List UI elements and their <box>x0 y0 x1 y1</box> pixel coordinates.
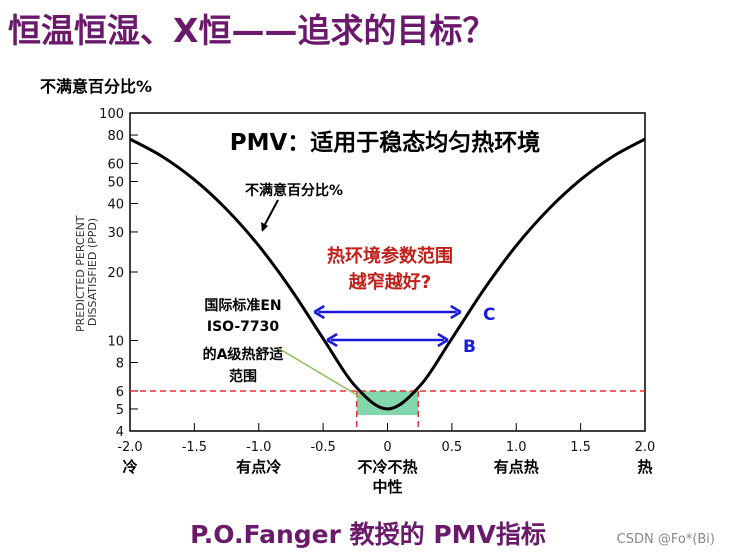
range-b-arrow-right-head <box>437 332 449 348</box>
range-c-label: C <box>483 305 495 325</box>
range-c-arrow-left-head <box>313 304 325 320</box>
x-tick-label: 1.0 <box>506 440 527 455</box>
standard-line4: 范围 <box>229 368 257 385</box>
chart-title: PMV：适用于稳态均匀热环境 <box>230 129 541 156</box>
x-tick-label: -1.0 <box>246 440 271 455</box>
range-b-label: B <box>463 337 476 357</box>
x-tick-label: -2.0 <box>117 440 142 455</box>
standard-line2: ISO-7730 <box>207 319 279 335</box>
slide-title: 恒温恒湿、X恒——追求的目标？ <box>8 11 495 50</box>
y-axis-label-line1: PREDICTED PERCENT <box>74 215 87 332</box>
y-tick-label: 40 <box>107 198 124 213</box>
x-category-label: 不冷不热 <box>357 458 417 476</box>
y-tick-label: 60 <box>107 157 124 172</box>
y-tick-label: 6 <box>116 385 124 400</box>
question-line2: 越窄越好? <box>348 271 431 293</box>
curve-label: 不满意百分比% <box>245 182 343 199</box>
x-category-sublabel: 中性 <box>372 478 402 496</box>
y-tick-label: 100 <box>99 107 124 122</box>
comfort-zone <box>356 390 419 416</box>
standard-annotation: 国际标准EN ISO-7730 的A级热舒适 范围 <box>203 297 284 385</box>
x-tick-label: -0.5 <box>310 440 335 455</box>
y-tick-label: 5 <box>116 403 124 418</box>
y-tick-label: 80 <box>107 129 124 144</box>
y-tick-label: 30 <box>107 226 124 241</box>
curve-label-arrowhead <box>261 222 268 232</box>
y-axis-label-cn: 不满意百分比% <box>40 77 152 96</box>
standard-pointer-line <box>277 347 363 399</box>
watermark: CSDN @Fo*(Bi) <box>617 532 715 547</box>
standard-line1: 国际标准EN <box>204 297 281 314</box>
ppd-curve <box>129 137 646 411</box>
y-tick-label: 10 <box>107 334 124 349</box>
x-category-label: 有点热 <box>494 458 539 476</box>
y-tick-label: 8 <box>116 357 124 372</box>
x-tick-label: -1.5 <box>182 440 207 455</box>
x-tick-label: 0 <box>383 440 391 455</box>
x-tick-label: 2.0 <box>635 440 656 455</box>
standard-line3: 的A级热舒适 <box>203 346 284 363</box>
x-category-label: 冷 <box>122 458 137 476</box>
x-tick-label: 1.5 <box>570 440 591 455</box>
y-axis-label-line2: DISSATISFIED (PPD) <box>86 218 99 326</box>
question-line1: 热环境参数范围 <box>327 245 453 267</box>
y-tick-label: 20 <box>107 266 124 281</box>
y-axis-label: PREDICTED PERCENT DISSATISFIED (PPD) <box>74 212 99 332</box>
x-category-label: 有点冷 <box>236 458 281 476</box>
x-category-label: 热 <box>637 458 652 476</box>
range-b-arrow-left-head <box>326 332 338 348</box>
y-tick-label: 50 <box>107 175 124 190</box>
x-tick-label: 0.5 <box>442 440 463 455</box>
y-tick-label: 4 <box>116 425 124 440</box>
range-c-arrow-right-head <box>450 304 462 320</box>
footer-title: P.O.Fanger 教授的 PMV指标 <box>190 520 546 549</box>
